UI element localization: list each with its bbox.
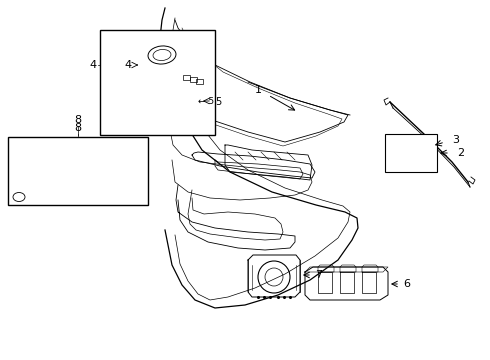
Text: 1: 1	[254, 85, 262, 95]
Bar	[190, 77, 197, 82]
Text: 4: 4	[125, 60, 132, 70]
Text: 3: 3	[452, 135, 459, 145]
Text: 5: 5	[215, 97, 221, 107]
Bar	[196, 79, 203, 84]
Text: 4: 4	[90, 60, 97, 70]
Text: 8: 8	[74, 123, 81, 133]
Text: 2: 2	[457, 148, 464, 158]
Text: 8: 8	[74, 115, 81, 125]
Bar	[385, 134, 437, 172]
Bar	[8, 137, 148, 205]
Text: 6: 6	[403, 279, 410, 289]
Text: ← 5: ← 5	[198, 98, 214, 107]
Bar	[183, 75, 190, 80]
Text: 7: 7	[315, 270, 322, 280]
Bar	[100, 30, 215, 135]
